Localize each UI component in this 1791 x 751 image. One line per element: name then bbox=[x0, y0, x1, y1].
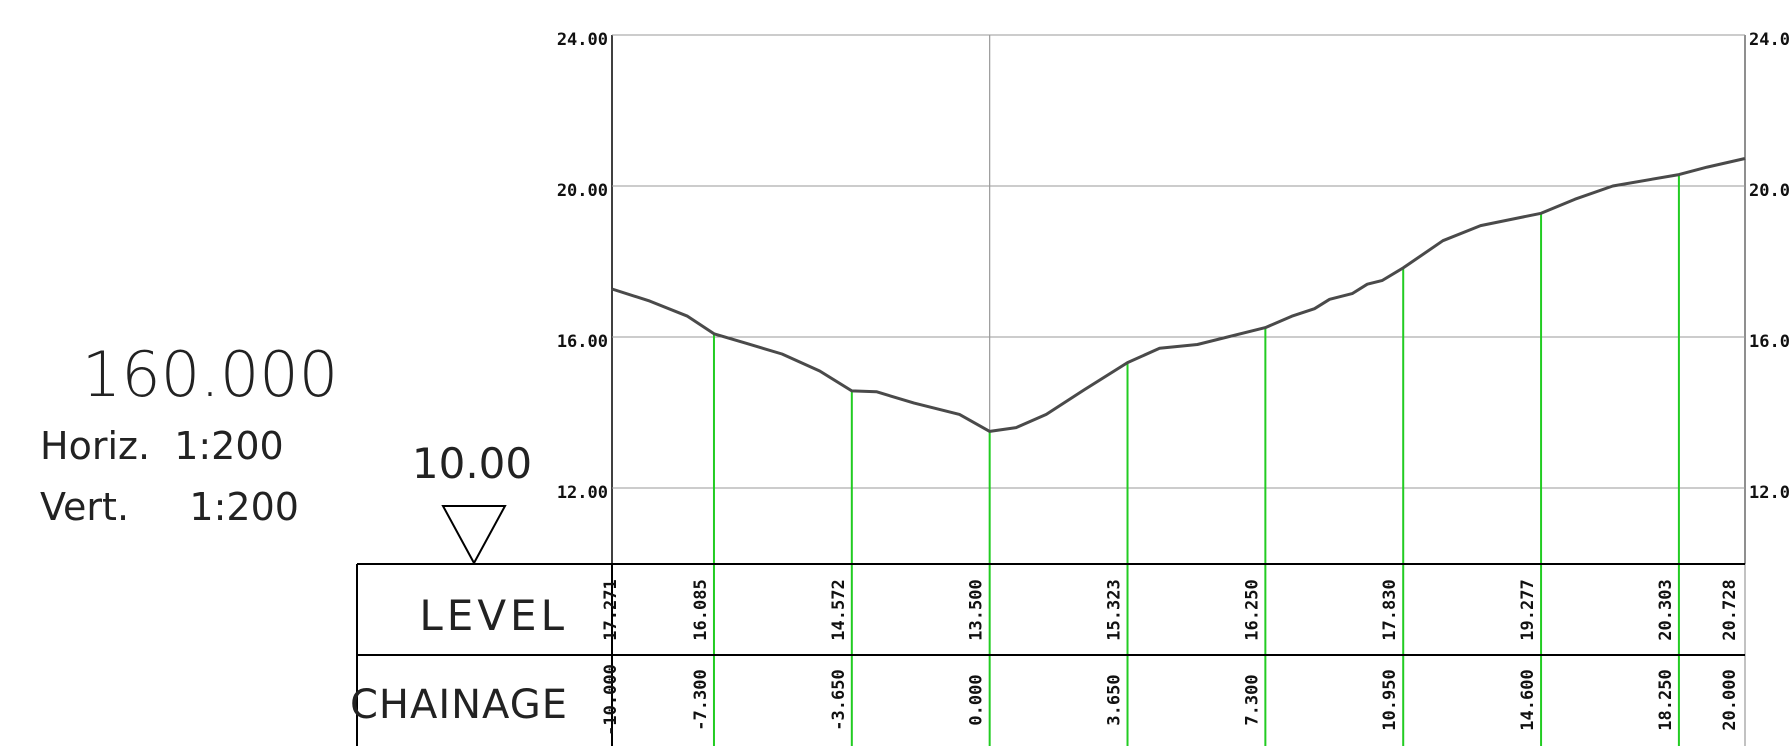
chainage-value: -3.650 bbox=[829, 669, 849, 730]
y-tick-label-left: 12.00 bbox=[557, 483, 608, 503]
y-tick-labels: 24.00 24.00 20.00 20.00 16.00 16.00 12.00 12.00 bbox=[557, 30, 1791, 503]
ground-profile-line bbox=[611, 157, 1746, 433]
level-values: 17.271 16.085 14.572 13.500 15.323 16.250 17.8… bbox=[601, 579, 1740, 640]
station-marker-layer bbox=[712, 174, 1680, 746]
grid-layer bbox=[611, 34, 1746, 746]
level-value: 17.271 bbox=[601, 579, 621, 640]
datum-triangle-icon bbox=[441, 505, 507, 566]
chainage-value: -10.000 bbox=[601, 664, 621, 736]
chainage-value: 0.000 bbox=[967, 674, 987, 725]
level-value: 14.572 bbox=[829, 579, 849, 640]
chainage-row-label: CHAINAGE bbox=[350, 682, 568, 728]
y-tick-label-left: 20.00 bbox=[557, 181, 608, 201]
section-chainage-title: 160.000 bbox=[82, 338, 338, 411]
y-tick-label-right: 24.00 bbox=[1749, 30, 1791, 50]
level-row-label: LEVEL bbox=[419, 591, 568, 640]
chainage-value: 10.950 bbox=[1380, 669, 1400, 730]
chainage-value: 14.600 bbox=[1518, 669, 1538, 730]
chainage-value: 7.300 bbox=[1242, 674, 1262, 725]
level-value: 13.500 bbox=[967, 579, 987, 640]
y-tick-label-left: 16.00 bbox=[557, 332, 608, 352]
level-value: 16.250 bbox=[1242, 579, 1262, 640]
vertical-scale-label: Vert. 1:200 bbox=[40, 485, 299, 529]
y-tick-label-right: 20.00 bbox=[1749, 181, 1791, 201]
chainage-value: 3.650 bbox=[1105, 674, 1125, 725]
level-value: 20.728 bbox=[1720, 579, 1740, 640]
y-tick-label-right: 16.00 bbox=[1749, 332, 1791, 352]
level-value: 19.277 bbox=[1518, 579, 1538, 640]
y-tick-label-left: 24.00 bbox=[557, 30, 608, 50]
level-value: 16.085 bbox=[691, 579, 711, 640]
horizontal-scale-label: Horiz. 1:200 bbox=[40, 424, 284, 468]
chainage-value: -7.300 bbox=[691, 669, 711, 730]
y-tick-label-right: 12.00 bbox=[1749, 483, 1791, 503]
chainage-value: 20.000 bbox=[1720, 669, 1740, 730]
chainage-values: -10.000 -7.300 -3.650 0.000 3.650 7.300 10.950… bbox=[601, 664, 1740, 736]
level-value: 15.323 bbox=[1105, 579, 1125, 640]
level-value: 20.303 bbox=[1656, 579, 1676, 640]
chainage-value: 18.250 bbox=[1656, 669, 1676, 730]
level-value: 17.830 bbox=[1380, 579, 1400, 640]
data-table bbox=[356, 563, 1745, 746]
datum-level-label: 10.00 bbox=[412, 439, 532, 488]
